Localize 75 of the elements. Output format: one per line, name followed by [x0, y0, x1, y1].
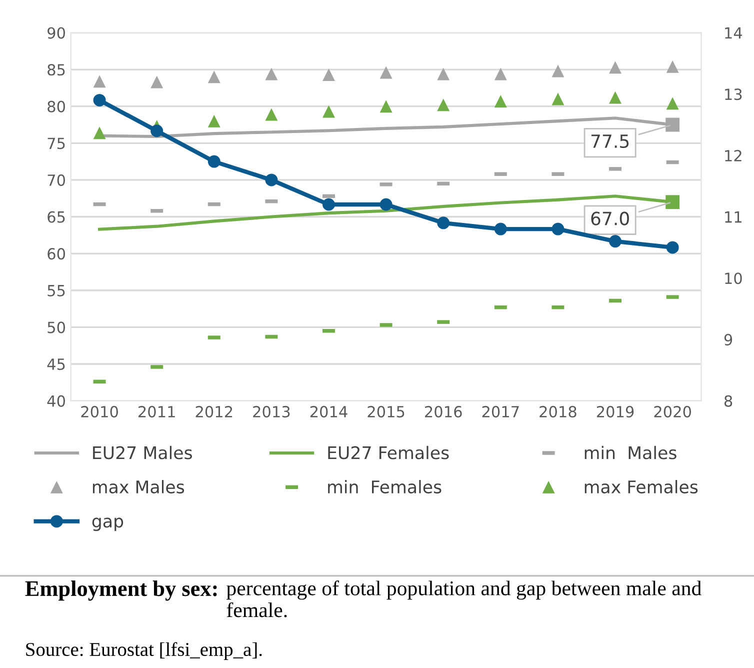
x-tick-label: 2019	[596, 406, 634, 418]
y2-tick-label: 13	[725, 88, 742, 100]
x-tick-label: 2015	[368, 406, 404, 418]
y2-tick-label: 14	[725, 27, 742, 39]
y-tick-label: 85	[48, 64, 65, 76]
point	[552, 64, 564, 78]
legend-label: max Females	[584, 480, 698, 494]
source-note: Source: Eurostat [lfsi_emp_a].	[26, 642, 262, 660]
point	[208, 114, 220, 128]
point	[208, 70, 220, 84]
point	[208, 155, 220, 168]
x-tick-label: 2011	[138, 406, 175, 418]
legend-label: EU27 Females	[328, 446, 449, 460]
x-tick-label: 2017	[482, 406, 519, 418]
point	[609, 61, 622, 74]
point	[666, 241, 679, 254]
y2-tick-label: 11	[725, 211, 742, 223]
point	[552, 222, 564, 236]
y-tick-label: 50	[48, 322, 65, 334]
legend-label: gap	[92, 518, 124, 531]
y-tick-label: 90	[48, 27, 65, 39]
point	[494, 222, 507, 236]
point	[437, 216, 450, 230]
point	[494, 94, 507, 108]
y-tick-label: 60	[48, 248, 65, 260]
point	[380, 100, 392, 113]
text: Employment by sex:	[25, 580, 217, 601]
point	[666, 97, 679, 110]
legend-label: min Males	[584, 446, 676, 460]
legend-label: min Females	[328, 480, 442, 494]
point	[265, 108, 278, 121]
point	[666, 195, 680, 209]
x-tick-label: 2018	[540, 406, 576, 418]
x-tick-label: 2010	[81, 406, 118, 418]
y-tick-label: 45	[47, 358, 65, 370]
x-tick-label: 2013	[253, 406, 290, 418]
x-tick-label: 2016	[425, 406, 462, 418]
point	[437, 68, 450, 80]
y-tick-label: 80	[48, 100, 65, 112]
y-tick-label: 70	[48, 174, 65, 186]
y2-tick-label: 9	[724, 334, 732, 346]
y-tick-label: 65	[48, 211, 65, 223]
point	[322, 68, 335, 81]
point	[265, 174, 278, 186]
legend-label: max Males	[92, 480, 184, 494]
point	[93, 75, 106, 88]
y2-tick-label: 10	[725, 272, 742, 284]
point	[609, 235, 622, 248]
x-tick-label: 2020	[654, 406, 691, 418]
x-tick-label: 2012	[196, 406, 232, 418]
legend-label: EU27 Males	[93, 446, 192, 460]
y2-tick-label: 12	[725, 150, 742, 162]
y-tick-label: 55	[48, 285, 65, 296]
data-label: 67.0	[591, 212, 629, 226]
point	[93, 126, 106, 140]
point	[380, 198, 392, 211]
text: percentage of total population and gap between male and female.	[226, 580, 702, 618]
point	[322, 198, 335, 211]
point	[437, 98, 450, 112]
y-tick-label: 40	[47, 395, 65, 407]
point	[666, 60, 679, 73]
point	[93, 94, 106, 106]
x-tick-label: 2014	[310, 406, 348, 418]
point	[666, 118, 680, 132]
y2-tick-label: 8	[724, 395, 732, 407]
point	[265, 68, 278, 80]
point	[552, 92, 564, 106]
point	[322, 105, 335, 118]
y-tick-label: 75	[48, 138, 65, 150]
point	[609, 91, 622, 104]
point	[494, 68, 507, 80]
point	[150, 124, 164, 138]
point	[150, 76, 164, 88]
data-label: 77.5	[591, 134, 629, 148]
point	[380, 66, 392, 79]
